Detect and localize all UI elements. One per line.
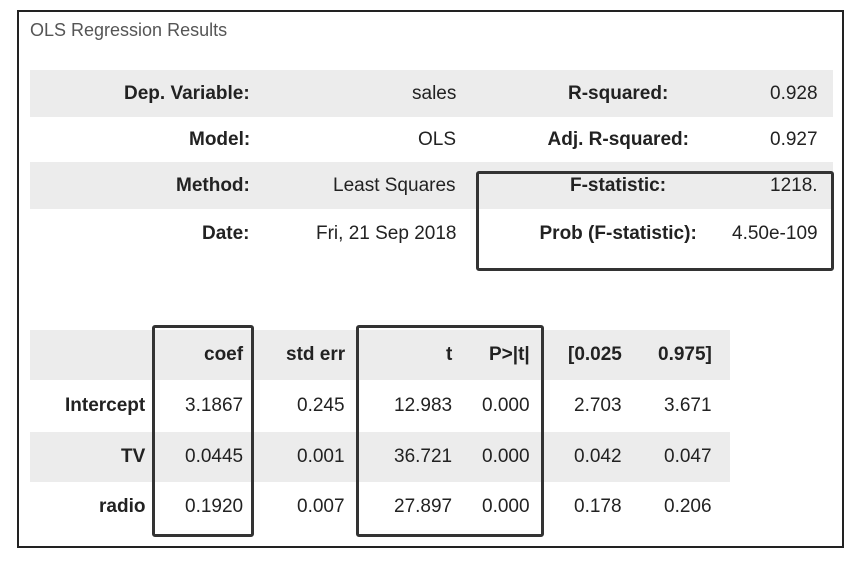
column-header: 0.975] bbox=[658, 344, 712, 365]
highlight-box bbox=[152, 325, 254, 537]
summary-cell: Date: bbox=[202, 222, 250, 244]
column-header: P>|t| bbox=[489, 344, 530, 365]
coef-cell: 0.000 bbox=[482, 395, 530, 416]
row-label: Intercept bbox=[65, 395, 146, 416]
column-header: t bbox=[446, 344, 453, 365]
row-shade bbox=[30, 70, 833, 117]
coef-cell: 0.000 bbox=[482, 496, 530, 517]
coef-cell: 0.0445 bbox=[185, 446, 244, 467]
highlight-box bbox=[356, 325, 544, 537]
row-shade bbox=[30, 432, 730, 482]
column-header: coef bbox=[204, 344, 244, 365]
coef-cell: 0.245 bbox=[297, 395, 345, 416]
summary-cell: 4.50e-109 bbox=[732, 222, 818, 244]
summary-cell: Least Squares bbox=[333, 174, 456, 196]
row-shade bbox=[30, 330, 730, 380]
row-shade bbox=[30, 162, 833, 209]
summary-cell: F-statistic: bbox=[570, 174, 667, 196]
summary-cell: Adj. R-squared: bbox=[547, 128, 689, 150]
row-label: TV bbox=[121, 446, 146, 467]
coef-cell: 0.000 bbox=[482, 446, 530, 467]
summary-cell: Fri, 21 Sep 2018 bbox=[316, 222, 457, 244]
summary-cell: R-squared: bbox=[568, 82, 669, 104]
summary-cell: Dep. Variable: bbox=[124, 82, 250, 104]
coef-cell: 36.721 bbox=[394, 446, 453, 467]
coef-cell: 0.206 bbox=[664, 496, 712, 517]
coef-cell: 0.047 bbox=[664, 446, 712, 467]
column-header: [0.025 bbox=[568, 344, 622, 365]
summary-cell: 0.927 bbox=[770, 128, 818, 150]
coef-cell: 2.703 bbox=[574, 395, 622, 416]
coef-cell: 0.042 bbox=[574, 446, 622, 467]
summary-cell: Method: bbox=[176, 174, 250, 196]
coef-cell: 3.671 bbox=[664, 395, 712, 416]
summary-cell: 0.928 bbox=[770, 82, 818, 104]
title: OLS Regression Results bbox=[30, 20, 228, 40]
summary-cell: Prob (F-statistic): bbox=[539, 222, 697, 244]
coef-cell: 0.001 bbox=[297, 446, 345, 467]
summary-cell: OLS bbox=[418, 128, 457, 150]
coef-cell: 27.897 bbox=[394, 496, 453, 517]
column-header: std err bbox=[286, 344, 346, 365]
row-label: radio bbox=[99, 496, 146, 517]
frame bbox=[17, 10, 844, 548]
coef-cell: 3.1867 bbox=[185, 395, 244, 416]
highlight-box bbox=[476, 171, 834, 271]
coef-cell: 0.178 bbox=[574, 496, 622, 517]
coef-cell: 12.983 bbox=[394, 395, 453, 416]
summary-cell: sales bbox=[412, 82, 457, 104]
coef-cell: 0.1920 bbox=[185, 496, 244, 517]
summary-cell: Model: bbox=[189, 128, 251, 150]
summary-cell: 1218. bbox=[770, 174, 818, 196]
coef-cell: 0.007 bbox=[297, 496, 345, 517]
